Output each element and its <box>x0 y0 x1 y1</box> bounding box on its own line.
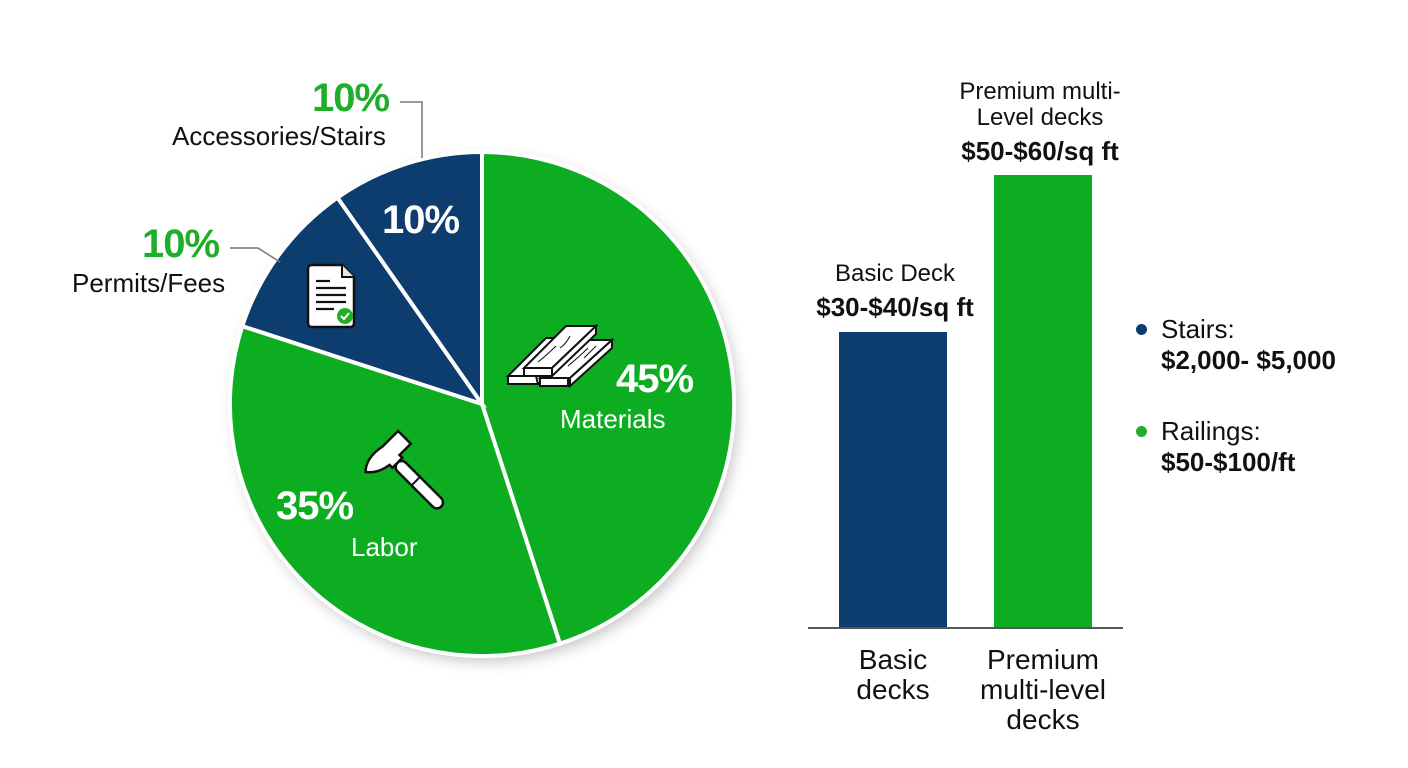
document-check-icon <box>306 263 356 329</box>
x-tick-premium-line2: multi-level <box>979 674 1107 705</box>
permits-pct-label: 10% <box>142 222 220 266</box>
legend-stairs-value: $2,000- $5,000 <box>1161 345 1336 375</box>
bar-basic-caption: Basic Deck <box>834 260 956 287</box>
pie-slice-materials <box>480 149 737 647</box>
x-axis-line <box>808 627 1123 629</box>
materials-category-label: Materials <box>560 404 666 434</box>
permits-category-label: Permits/Fees <box>72 268 226 298</box>
bar-basic <box>839 332 947 628</box>
legend-item-railings: Railings: $50-$100/ft <box>1136 416 1336 478</box>
pie-slice-permits <box>239 194 488 408</box>
labor-category-label: Labor <box>351 532 418 562</box>
legend: Stairs: $2,000- $5,000 Railings: $50-$10… <box>1136 314 1336 478</box>
bar-premium-caption-line1: Premium multi- <box>959 78 1121 105</box>
pie-slice-labor <box>227 323 563 659</box>
x-tick-premium: Premium multi-level decks <box>958 645 1128 735</box>
legend-dot-navy-icon <box>1136 324 1147 335</box>
x-tick-premium-line1: Premium <box>986 644 1099 675</box>
accessories-pct-label: 10% <box>312 76 390 120</box>
legend-railings-name: Railings: <box>1161 416 1261 446</box>
pie-chart <box>227 101 737 659</box>
x-tick-premium-line3: decks <box>1006 704 1080 735</box>
x-tick-basic-line2: decks <box>856 674 930 705</box>
bar-premium-value: $50-$60/sq ft <box>961 136 1119 166</box>
legend-dot-green-icon <box>1136 426 1147 437</box>
leader-line-accessories <box>400 101 423 158</box>
bar-premium <box>994 175 1092 628</box>
bar-basic-value: $30-$40/sq ft <box>816 292 974 322</box>
materials-pct-label: 45% <box>616 357 694 401</box>
pie-slice-accessories <box>334 149 484 411</box>
legend-stairs-name: Stairs: <box>1161 314 1235 344</box>
legend-item-stairs: Stairs: $2,000- $5,000 <box>1136 314 1336 376</box>
accessories-category-label: Accessories/Stairs <box>172 121 386 151</box>
accessories-inner-pct: 10% <box>382 198 460 242</box>
labor-pct-label: 35% <box>276 484 354 528</box>
lumber-planks-icon <box>505 323 615 389</box>
legend-railings-value: $50-$100/ft <box>1161 447 1296 477</box>
bar-premium-caption-line2: Level decks <box>976 104 1104 131</box>
x-tick-basic: Basic decks <box>818 645 968 705</box>
hammer-icon <box>364 429 445 510</box>
leader-line-permits <box>230 247 281 263</box>
bar-chart: Basic Deck $30-$40/sq ft Premium multi- … <box>800 70 1140 750</box>
x-tick-basic-line1: Basic <box>858 644 928 675</box>
